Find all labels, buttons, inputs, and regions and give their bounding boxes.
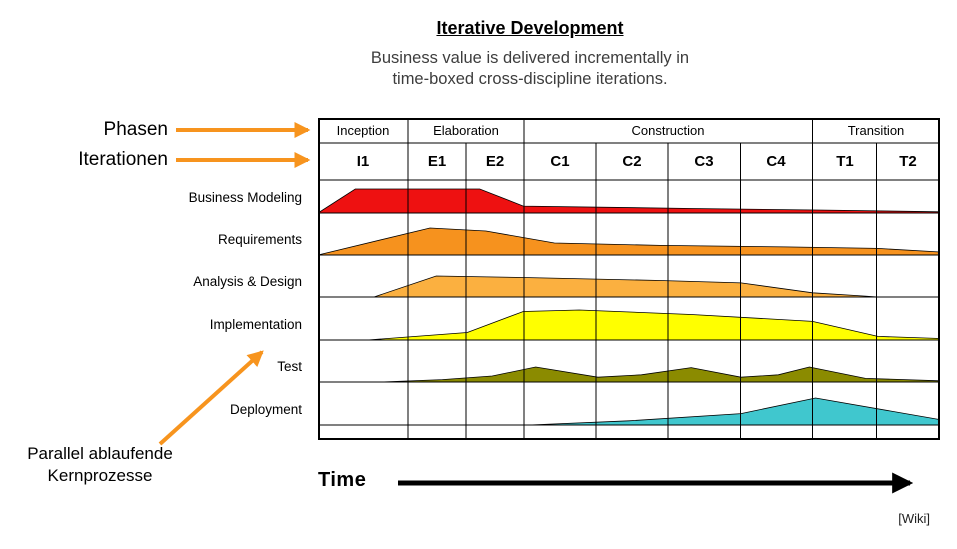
phases-annotation-label: Phasen [103,119,168,140]
phase-label-elaboration: Elaboration [433,123,499,138]
discipline-label-test: Test [277,359,302,374]
discipline-label-deployment: Deployment [229,402,302,417]
parallel-annotation-line-1: Parallel ablaufende [27,444,173,463]
chart-title: Iterative Development [436,18,624,38]
parallel-processes-annotation: Parallel ablaufende Kernprozesse [0,443,200,488]
chart-subtitle-line-1: Business value is delivered incrementall… [370,49,690,67]
chart-subtitle-line-2: time-boxed cross-discipline iterations. [392,70,668,89]
phase-label-transition: Transition [848,123,905,138]
credit-label: [Wiki] [898,511,930,526]
iterations-annotation-label: Iterationen [78,149,168,170]
hump-test [380,366,940,383]
iteration-label-i1: I1 [357,153,370,170]
parallel-annotation-line-2: Kernprozesse [47,466,153,486]
hump-implementation [367,309,940,341]
time-axis-label: Time [318,469,367,491]
iteration-label-t1: T1 [836,153,854,170]
discipline-effort-humps [318,188,940,426]
discipline-label-requirements: Requirements [217,232,302,247]
iteration-label-e1: E1 [428,153,446,170]
discipline-label-business-modeling: Business Modeling [188,190,302,205]
iteration-label-t2: T2 [899,153,917,170]
rup-hump-chart: Inception Elaboration Construction Trans… [318,118,940,440]
hump-deployment [529,397,940,426]
hump-requirements [318,227,940,256]
iteration-label-c1: C1 [550,153,569,170]
iteration-label-c2: C2 [622,153,641,170]
title-block: Iterative Development Business value is … [255,18,805,90]
hump-business-modeling [318,188,940,214]
chart-border [318,118,940,440]
discipline-label-implementation: Implementation [209,317,302,332]
iteration-label-e2: E2 [486,153,504,170]
iteration-label-c3: C3 [694,153,713,170]
chart-grid [318,118,940,440]
phase-label-construction: Construction [632,123,705,138]
iteration-header-row: I1 E1 E2 C1 C2 C3 C4 T1 T2 [357,153,917,170]
phase-header-row: Inception Elaboration Construction Trans… [337,123,905,138]
discipline-label-analysis-design: Analysis & Design [193,274,302,289]
hump-analysis-design [373,275,878,298]
iteration-label-c4: C4 [766,153,786,170]
phase-label-inception: Inception [337,123,390,138]
